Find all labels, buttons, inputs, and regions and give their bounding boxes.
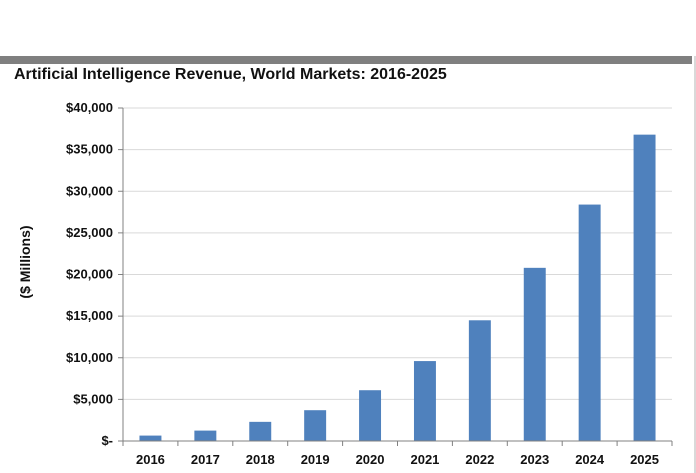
x-tick-label: 2024: [575, 452, 605, 467]
y-tick-label: $15,000: [66, 308, 113, 323]
bar-2018: [249, 421, 272, 441]
x-tick-label: 2021: [410, 452, 439, 467]
y-tick-label: $10,000: [66, 350, 113, 365]
x-tick-label: 2022: [465, 452, 494, 467]
bar-2025: [633, 134, 656, 441]
right-edge-line: [694, 56, 696, 473]
x-tick-label: 2023: [520, 452, 549, 467]
bar-2024: [578, 204, 601, 441]
x-tick-labels: 2016 2017 2018 2019 2020 2021 2022 2023 2024 2025: [136, 452, 659, 467]
bar-2021: [413, 361, 436, 441]
bar-2017: [194, 430, 217, 441]
bar-2022: [468, 320, 491, 441]
bar-2019: [304, 410, 327, 441]
x-tick-label: 2018: [246, 452, 275, 467]
axes: [118, 107, 673, 446]
y-tick-label: $20,000: [66, 267, 113, 282]
bar-2016: [139, 435, 162, 441]
x-tick-label: 2025: [630, 452, 659, 467]
x-tick-label: 2016: [136, 452, 165, 467]
header-area: [0, 0, 696, 56]
y-tick-label: $40,000: [66, 100, 113, 115]
chart-title: Artificial Intelligence Revenue, World M…: [14, 66, 447, 83]
y-tick-label: $35,000: [66, 142, 113, 157]
y-tick-label: $30,000: [66, 183, 113, 198]
y-tick-label: $25,000: [66, 225, 113, 240]
bar-2023: [523, 267, 546, 441]
bar-2020: [359, 390, 382, 441]
x-tick-label: 2019: [301, 452, 330, 467]
x-tick-label: 2020: [356, 452, 385, 467]
x-tick-label: 2017: [191, 452, 220, 467]
bars: [139, 134, 656, 441]
divider-bar: [0, 56, 692, 64]
y-tick-labels: $- $5,000 $10,000 $15,000 $20,000 $25,000 $30,…: [66, 100, 113, 448]
y-tick-label: $-: [101, 433, 113, 448]
y-tick-label: $5,000: [73, 391, 113, 406]
